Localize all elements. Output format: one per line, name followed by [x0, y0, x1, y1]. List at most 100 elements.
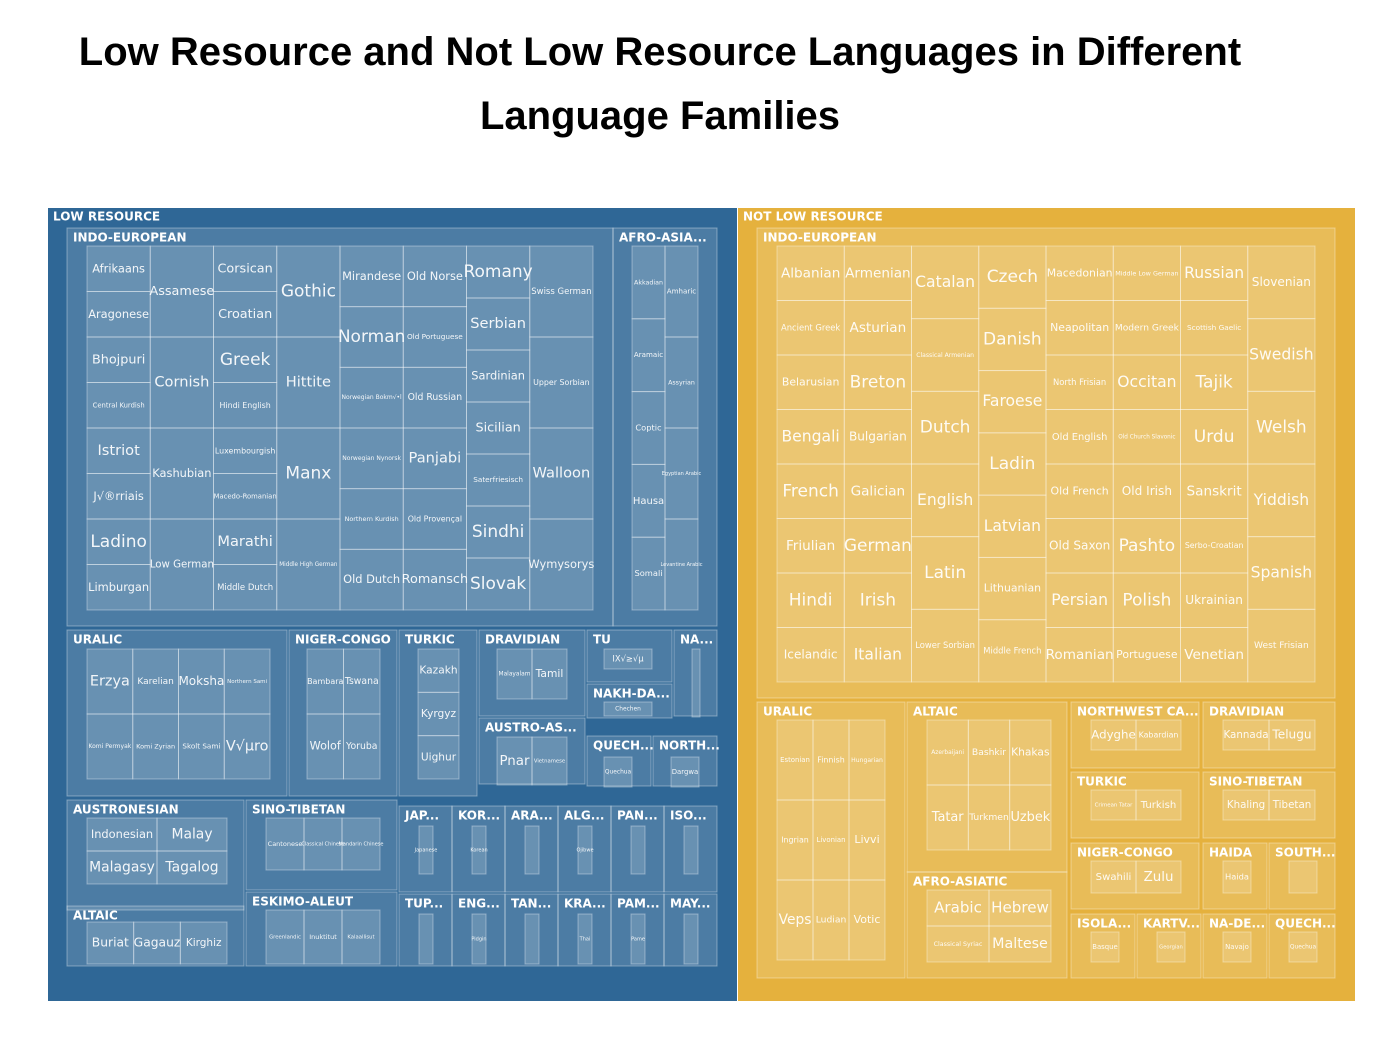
leaf-persian: [1045, 572, 1114, 628]
family-label-na: NA...: [680, 633, 713, 647]
leaf-slovak: [466, 557, 531, 611]
leaf-label-aragonese: Aragonese: [88, 307, 149, 321]
leaf-unlabeled: [524, 825, 540, 875]
leaf-label-pashto: Pashto: [1119, 536, 1176, 556]
group-label-not-low-resource: NOT LOW RESOURCE: [743, 210, 883, 224]
leaf-faroese: [978, 370, 1047, 434]
leaf-sicilian: [466, 401, 531, 455]
leaf-quechua: [1288, 931, 1318, 963]
leaf-modern-greek: [1112, 300, 1181, 356]
leaf-walloon: [529, 427, 594, 520]
group-label-low-resource: LOW RESOURCE: [53, 210, 160, 224]
leaf-label-galician: Galician: [851, 483, 906, 499]
leaf-norwegian-nynorsk: [339, 427, 404, 490]
family-label-niger-congo: NIGER-CONGO: [295, 633, 391, 647]
family-isola: [1070, 913, 1136, 979]
leaf-afrikaans: [86, 245, 151, 292]
leaf-hausa: [631, 463, 666, 538]
leaf-polish: [1112, 572, 1181, 628]
leaf-label-chechen: Chechen: [615, 707, 641, 713]
leaf-sanskrit: [1180, 463, 1249, 519]
leaf-label-georgian: Georgian: [1159, 945, 1183, 951]
leaf-skolt-sami: [178, 713, 225, 780]
leaf-label-greenlandic: Greenlandic: [269, 935, 301, 941]
leaf-latvian: [978, 494, 1047, 558]
family-label-dravidian: DRAVIDIAN: [485, 633, 560, 647]
leaf-label-votic: Votic: [854, 913, 881, 926]
leaf-label-zulu: Zulu: [1144, 870, 1174, 885]
leaf-label-classical-armenian: Classical Armenian: [916, 352, 974, 359]
leaf-label-northern-sami: Northern Sami: [227, 679, 267, 685]
leaf-middle-high-german: [276, 518, 341, 611]
leaf-label-khaling: Khaling: [1227, 799, 1265, 811]
family-label-altaic: ALTAIC: [913, 705, 958, 719]
leaf-veps: [776, 879, 814, 961]
family-dravidian: [1202, 701, 1336, 769]
leaf-west-frisian: [1247, 608, 1316, 683]
leaf-label-pidgin: Pidgin: [471, 937, 486, 943]
leaf-slovenian: [1247, 245, 1316, 320]
family-austronesian: [66, 799, 245, 911]
leaf-hungarian: [848, 719, 886, 801]
leaf-label-tswana: Tswana: [344, 676, 379, 687]
leaf-label-uzbek: Uzbek: [1010, 810, 1050, 825]
family-label-pam: PAM...: [617, 897, 660, 911]
leaf-malayalam: [496, 648, 533, 700]
leaf-label-hindi: Hindi: [789, 590, 833, 610]
leaf-old-irish: [1112, 463, 1181, 519]
leaf-north-frisian: [1045, 354, 1114, 410]
leaf-unlabeled: [630, 825, 646, 875]
leaf-old-dutch: [339, 548, 404, 611]
leaf-korean: [471, 825, 487, 875]
leaf-label-welsh: Welsh: [1256, 418, 1307, 438]
leaf-livonian: [812, 799, 850, 881]
family-iso: [663, 805, 718, 893]
leaf-georgian: [1156, 931, 1186, 963]
leaf-v-ro: [223, 713, 271, 780]
leaf-unlabeled: [418, 913, 434, 965]
leaf-label-northern-kurdish: Northern Kurdish: [345, 515, 399, 523]
leaf-label-navajo: Navajo: [1225, 943, 1249, 951]
family-label-afro-asia: AFRO-ASIA...: [619, 231, 707, 245]
leaf-catalan: [911, 245, 980, 320]
leaf-karelian: [132, 648, 179, 715]
leaf-label-veps: Veps: [779, 912, 812, 928]
group-not-low-resource: [738, 208, 1355, 1001]
family-kartv: [1136, 913, 1202, 979]
leaf-albanian: [776, 245, 845, 301]
leaf-lithuanian: [978, 556, 1047, 621]
leaf-label-persian: Persian: [1051, 591, 1108, 609]
leaf-label-assamese: Assamese: [149, 284, 214, 299]
family-quech: [1268, 913, 1336, 979]
family-ara: [504, 805, 559, 893]
leaf-label-pnar: Pnar: [499, 754, 530, 769]
family-kra: [557, 893, 612, 967]
leaf-wymysorys: [529, 518, 594, 611]
leaf-middle-low-german: [1112, 245, 1181, 301]
family-alg: [557, 805, 612, 893]
leaf-assamese: [149, 245, 214, 338]
leaf-malagasy: [86, 850, 158, 885]
family-label-turkic: TURKIC: [405, 633, 455, 647]
leaf-label-swedish: Swedish: [1249, 346, 1313, 364]
leaf-label-moksha: Moksha: [178, 674, 224, 688]
leaf-label-english: English: [917, 491, 973, 509]
leaf-label-coptic: Coptic: [635, 423, 662, 433]
family-label-jap: JAP...: [404, 809, 439, 823]
family-label-altaic: ALTAIC: [73, 909, 118, 923]
family-kor: [451, 805, 506, 893]
leaf-ludian: [812, 879, 850, 961]
leaf-croatian: [213, 291, 278, 338]
leaf-label-adyghe: Adyghe: [1091, 728, 1136, 742]
leaf-label-quechua: Quechua: [605, 770, 632, 776]
family-eng: [451, 893, 506, 967]
family-tu: [586, 629, 673, 683]
leaf-label-belarusian: Belarusian: [782, 375, 840, 388]
leaf-maltese: [988, 925, 1052, 963]
leaf-pame: [630, 913, 646, 965]
leaf-label-serbo-croatian: Serbo-Croatian: [1185, 541, 1244, 550]
leaf-norman: [339, 306, 404, 368]
leaf-mandarin-chinese: [341, 817, 381, 871]
leaf-old-proven-al: [402, 488, 467, 550]
